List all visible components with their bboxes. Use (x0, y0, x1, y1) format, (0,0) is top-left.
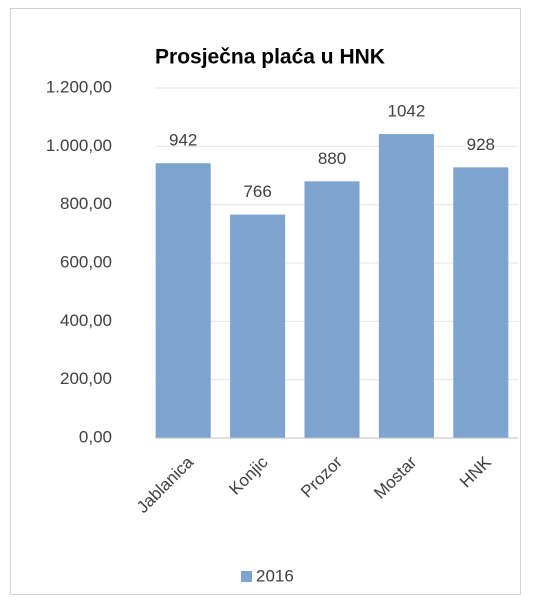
y-tick-label: 400,00 (60, 311, 112, 330)
legend-label: 2016 (256, 566, 294, 585)
bar (304, 181, 360, 439)
legend-swatch (241, 571, 252, 582)
y-tick-label: 1.000,00 (46, 136, 112, 155)
data-label: 766 (243, 182, 271, 201)
chart-title: Prosječna plaća u HNK (155, 46, 385, 69)
data-label: 942 (169, 131, 197, 150)
data-label: 1042 (387, 102, 425, 121)
y-tick-label: 1.200,00 (46, 77, 112, 96)
y-tick-label: 800,00 (60, 194, 112, 213)
data-label: 928 (467, 135, 495, 154)
y-tick-label: 600,00 (60, 252, 112, 271)
bar (453, 167, 509, 439)
bar (155, 163, 211, 438)
bar (378, 134, 434, 439)
y-tick-label: 0,00 (79, 427, 112, 446)
data-label: 880 (318, 149, 346, 168)
y-tick-label: 200,00 (60, 369, 112, 388)
bar (230, 214, 286, 438)
